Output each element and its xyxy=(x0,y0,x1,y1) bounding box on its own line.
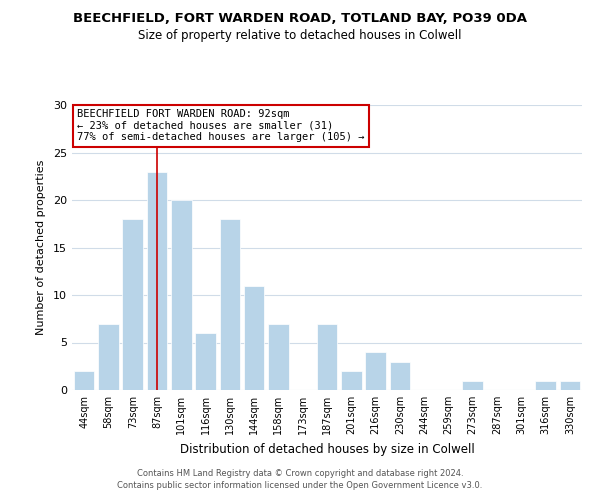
Bar xyxy=(365,352,386,390)
Y-axis label: Number of detached properties: Number of detached properties xyxy=(36,160,46,335)
Bar xyxy=(317,324,337,390)
Text: Size of property relative to detached houses in Colwell: Size of property relative to detached ho… xyxy=(138,29,462,42)
Bar xyxy=(146,172,167,390)
Text: BEECHFIELD, FORT WARDEN ROAD, TOTLAND BAY, PO39 0DA: BEECHFIELD, FORT WARDEN ROAD, TOTLAND BA… xyxy=(73,12,527,26)
Bar xyxy=(389,362,410,390)
Bar xyxy=(244,286,265,390)
X-axis label: Distribution of detached houses by size in Colwell: Distribution of detached houses by size … xyxy=(179,442,475,456)
Bar xyxy=(74,371,94,390)
Bar xyxy=(171,200,191,390)
Bar xyxy=(463,380,483,390)
Text: Contains HM Land Registry data © Crown copyright and database right 2024.: Contains HM Land Registry data © Crown c… xyxy=(137,468,463,477)
Bar xyxy=(560,380,580,390)
Bar xyxy=(122,219,143,390)
Bar xyxy=(220,219,240,390)
Text: BEECHFIELD FORT WARDEN ROAD: 92sqm
← 23% of detached houses are smaller (31)
77%: BEECHFIELD FORT WARDEN ROAD: 92sqm ← 23%… xyxy=(77,110,365,142)
Bar xyxy=(195,333,216,390)
Bar xyxy=(268,324,289,390)
Bar xyxy=(535,380,556,390)
Bar xyxy=(98,324,119,390)
Text: Contains public sector information licensed under the Open Government Licence v3: Contains public sector information licen… xyxy=(118,481,482,490)
Bar xyxy=(341,371,362,390)
